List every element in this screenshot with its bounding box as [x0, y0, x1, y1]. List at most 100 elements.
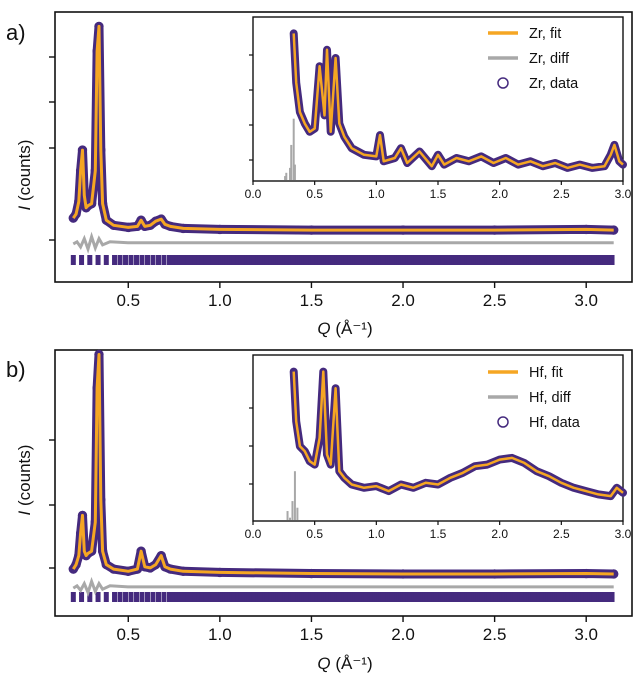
- panel-b-x-axis-label-unit: (Å⁻¹): [331, 654, 373, 673]
- panel-a-y-axis-label-var: I: [15, 205, 34, 210]
- panel-b-reflection-tick: [203, 592, 209, 602]
- panel-a-x-tick-label: 3.0: [574, 291, 598, 310]
- panel-b-inset-x-tick-label: 2.5: [553, 527, 570, 541]
- panel-a-fit-line: [72, 24, 614, 232]
- panel-b-fit-line: [72, 353, 614, 576]
- panel-a-reflection-tick: [87, 255, 93, 265]
- panel-a-reflection-tick: [185, 255, 191, 265]
- panel-a-reflection-tick: [199, 255, 205, 265]
- panel-b-x-tick-label: 1.0: [208, 625, 232, 644]
- panel-a-x-tick-label: 1.5: [300, 291, 324, 310]
- panel-a-reflection-tick: [196, 255, 202, 265]
- panel-b-inset-x-tick-label: 1.0: [368, 527, 385, 541]
- panel-b-reflection-tick: [139, 592, 145, 602]
- panel-b-inset-frame: [252, 354, 624, 522]
- panel-b-reflection-tick: [95, 592, 101, 602]
- panel-b-y-axis-label: I (counts): [15, 445, 34, 516]
- panel-a-reflection-tick: [123, 255, 129, 265]
- panel-a-reflection-tick: [177, 255, 183, 265]
- panel-b-reflection-tick: [174, 592, 180, 602]
- panel-b-reflection-tick: [170, 592, 176, 602]
- panel-a-legend-label-2: Zr, data: [529, 76, 579, 92]
- panel-b-legend-label-2: Hf, data: [529, 415, 581, 431]
- panel-a-legend-label-0: Zr, fit: [529, 26, 561, 42]
- panel-b-y-axis-label-unit: (counts): [15, 445, 34, 511]
- panel-b-legend-label-1: Hf, diff: [529, 390, 572, 406]
- panel-a-inset-x-tick-label: 3.0: [615, 187, 632, 201]
- panel-b-reflection-tick: [155, 592, 161, 602]
- panel-a-x-axis-label-unit: (Å⁻¹): [331, 319, 373, 338]
- panel-a-legend-swatch-2: [497, 77, 509, 89]
- panel-b-plot-frame: [54, 349, 633, 617]
- panel-a-legend-label-1: Zr, diff: [529, 51, 570, 67]
- panel-b-reflection-tick: [87, 592, 93, 602]
- panel-b-data-point: [81, 550, 91, 561]
- panel-b-reflection-tick: [103, 592, 109, 602]
- panel-a-x-tick-label: 0.5: [116, 291, 140, 310]
- panel-b-reflection-tick: [166, 592, 172, 602]
- panel-a-reflection-tick: [181, 255, 187, 265]
- panel-b-data-point: [151, 559, 161, 570]
- panel-b-x-tick-label: 2.0: [391, 625, 415, 644]
- panel-a-inset-x-tick-label: 1.0: [368, 187, 385, 201]
- panel-b-reflection-tick: [112, 592, 118, 602]
- panel-b-inset-fit-line: [292, 370, 624, 498]
- panel-a-inset-x-tick-label: 0.5: [306, 187, 323, 201]
- panel-a-x-tick-label: 1.0: [208, 291, 232, 310]
- panel-a-reflection-tick: [128, 255, 134, 265]
- panel-b-inset-x-tick-label: 3.0: [615, 527, 632, 541]
- panel-b: b) I (counts) Q (Å⁻¹) 0.5 1.0 1.5 2.0 2.5 3.0…: [6, 349, 633, 673]
- panel-a-reflection-tick: [112, 255, 118, 265]
- panel-a-inset-x-tick-label: 0.0: [245, 187, 262, 201]
- panel-a-x-tick-label: 2.5: [483, 291, 507, 310]
- panel-b-legend-swatch-2: [497, 416, 509, 428]
- panel-a-reflection-tick: [150, 255, 156, 265]
- panel-b-reflection-tick: [117, 592, 123, 602]
- panel-a-x-axis-label: Q (Å⁻¹): [317, 319, 372, 338]
- panel-b-reflection-tick: [150, 592, 156, 602]
- panel-a-reflection-tick: [174, 255, 180, 265]
- panel-b-x-axis-label: Q (Å⁻¹): [317, 654, 372, 673]
- panel-b-reflection-tick: [177, 592, 183, 602]
- panel-a-reflection-tick: [161, 255, 167, 265]
- panel-a-reflection-tick: [214, 255, 220, 265]
- panel-a-reflection-tick: [79, 255, 85, 265]
- panel-a-inset-fit-line: [292, 33, 624, 170]
- panel-a-y-axis-label-unit: (counts): [15, 140, 34, 206]
- panel-a-reflection-tick: [117, 255, 123, 265]
- panel-a-reflection-tick: [145, 255, 151, 265]
- panel-a-reflection-tick: [192, 255, 198, 265]
- panel-b-diff-line: [72, 576, 614, 597]
- panel-b-legend-label-0: Hf, fit: [529, 365, 563, 381]
- panel-a-reflection-tick: [139, 255, 145, 265]
- panel-b-reflection-tick: [210, 592, 216, 602]
- panel-b-x-tick-label: 1.5: [300, 625, 324, 644]
- panel-b-reflection-tick: [134, 592, 140, 602]
- panel-a-reflection-tick: [103, 255, 109, 265]
- panel-a-inset-x-tick-label: 2.5: [553, 187, 570, 201]
- panel-b-reflection-tick: [145, 592, 151, 602]
- panel-a-reflection-tick: [155, 255, 161, 265]
- panel-a-inset-x-tick-label: 2.0: [491, 187, 508, 201]
- panel-a-reflection-tick: [210, 255, 216, 265]
- panel-b-inset-x-tick-label: 0.0: [245, 527, 262, 541]
- panel-a-label: a): [6, 20, 26, 45]
- panel-b-reflection-tick: [609, 592, 615, 602]
- panel-a-y-axis-label: I (counts): [15, 140, 34, 211]
- panel-b-reflection-tick: [196, 592, 202, 602]
- panel-a-inset-x-tick-label: 1.5: [430, 187, 447, 201]
- panel-b-inset-x-tick-label: 0.5: [306, 527, 323, 541]
- panel-b-x-axis-label-var: Q: [317, 654, 330, 673]
- panel-a-reflection-tick: [609, 255, 615, 265]
- panel-b-reflection-tick: [188, 592, 194, 602]
- panel-b-reflection-tick: [199, 592, 205, 602]
- panel-a-reflection-tick: [95, 255, 101, 265]
- panel-a-reflection-tick: [188, 255, 194, 265]
- panel-a-reflection-tick: [70, 255, 76, 265]
- panel-a-reflection-tick: [134, 255, 140, 265]
- panel-b-reflection-tick: [181, 592, 187, 602]
- panel-b-x-tick-label: 0.5: [116, 625, 140, 644]
- panel-a-x-axis-label-var: Q: [317, 319, 330, 338]
- panel-b-reflection-tick: [70, 592, 76, 602]
